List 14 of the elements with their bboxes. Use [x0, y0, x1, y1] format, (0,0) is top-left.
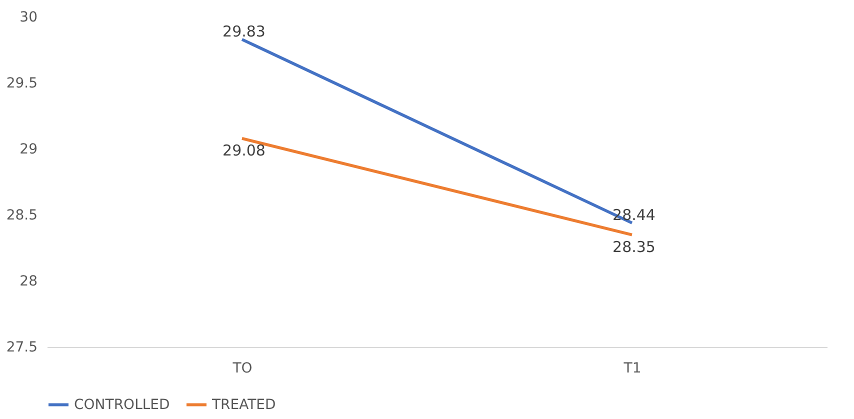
y-tick-label: 27.5 — [6, 340, 38, 356]
y-tick-label: 28 — [20, 274, 38, 290]
data-label: 28.35 — [612, 238, 656, 256]
legend-label: TREATED — [211, 396, 276, 413]
y-tick-label: 30 — [20, 10, 38, 26]
x-tick-label: T1 — [622, 360, 642, 376]
legend-label: CONTROLLED — [74, 396, 170, 413]
y-tick-label: 29 — [20, 142, 38, 158]
y-tick-label: 29.5 — [6, 76, 38, 92]
data-label: 28.44 — [612, 206, 656, 224]
x-tick-label: TO — [232, 360, 252, 376]
y-tick-label: 28.5 — [6, 208, 38, 224]
data-label: 29.83 — [222, 22, 266, 40]
data-label: 29.08 — [222, 141, 266, 160]
